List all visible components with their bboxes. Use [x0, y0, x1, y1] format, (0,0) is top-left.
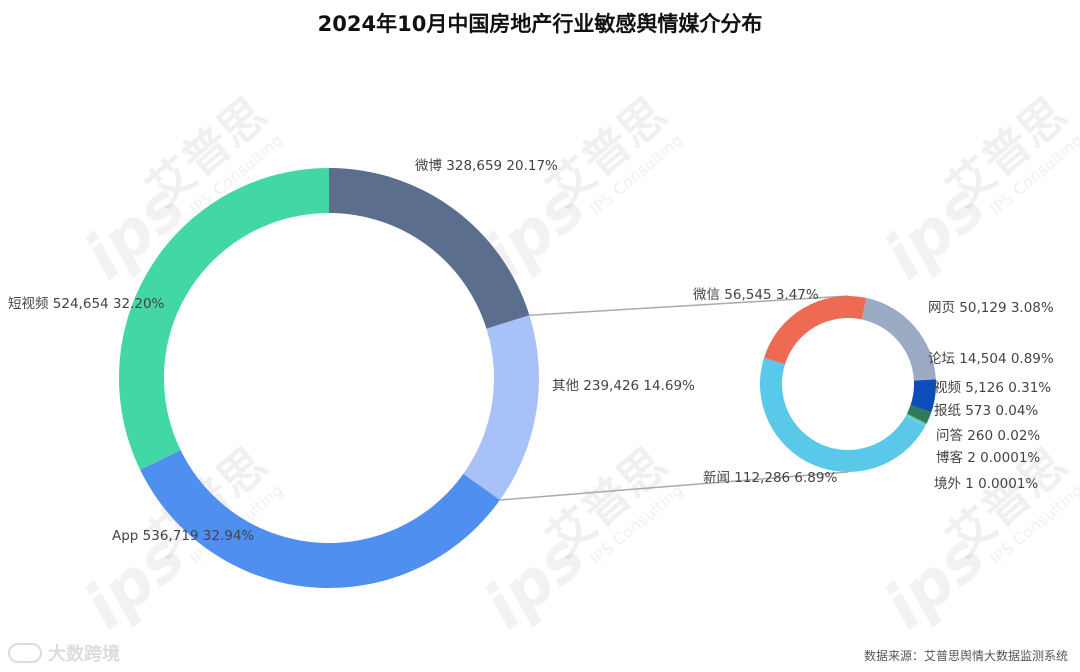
sub-slice-3	[906, 413, 927, 425]
sub-label-3: 报纸 573 0.04%	[934, 403, 1038, 419]
sub-slice-4	[906, 414, 927, 426]
chart-title: 2024年10月中国房地产行业敏感舆情媒介分布	[317, 12, 763, 36]
connector-bottom	[499, 471, 849, 501]
sub-slice-7	[759, 357, 925, 473]
sub-slice-1	[910, 379, 936, 413]
main-label-3: 短视频 524,654 32.20%	[8, 296, 165, 312]
sub-label-4: 问答 260 0.02%	[936, 427, 1040, 444]
logo-icon	[8, 643, 42, 663]
sub-label-2: 视频 5,126 0.31%	[934, 380, 1051, 396]
sub-slice-8	[764, 295, 867, 365]
sub-slice-0	[861, 297, 936, 381]
connector-top	[529, 295, 849, 316]
sub-donut	[759, 295, 936, 473]
main-label-1: 其他 239,426 14.69%	[552, 378, 695, 394]
main-slice-1	[463, 315, 539, 500]
logo-text: 大数跨境	[48, 644, 120, 665]
main-slice-0	[329, 168, 530, 329]
sub-slice-2	[907, 405, 932, 424]
sub-label-8: 微信 56,545 3.47%	[693, 287, 819, 303]
sub-label-1: 论坛 14,504 0.89%	[928, 351, 1054, 367]
connector-lines	[499, 295, 849, 501]
sub-slice-6	[905, 415, 926, 428]
sub-label-7: 新闻 112,286 6.89%	[703, 470, 837, 486]
main-donut	[118, 168, 539, 588]
logo: 大数跨境	[8, 640, 120, 666]
main-slice-3	[118, 168, 329, 470]
main-label-2: App 536,719 32.94%	[112, 528, 254, 544]
main-label-0: 微博 328,659 20.17%	[415, 157, 558, 174]
source-note: 数据来源：艾普思舆情大数据监测系统	[863, 649, 1068, 663]
main-slice-2	[140, 450, 500, 588]
sub-label-6: 境外 1 0.0001%	[934, 476, 1038, 492]
sub-label-0: 网页 50,129 3.08%	[928, 300, 1054, 316]
sub-slice-5	[905, 414, 926, 427]
label-layer: 微博 328,659 20.17% 其他 239,426 14.69% App 53…	[8, 157, 1054, 544]
sub-label-5: 博客 2 0.0001%	[936, 449, 1040, 466]
